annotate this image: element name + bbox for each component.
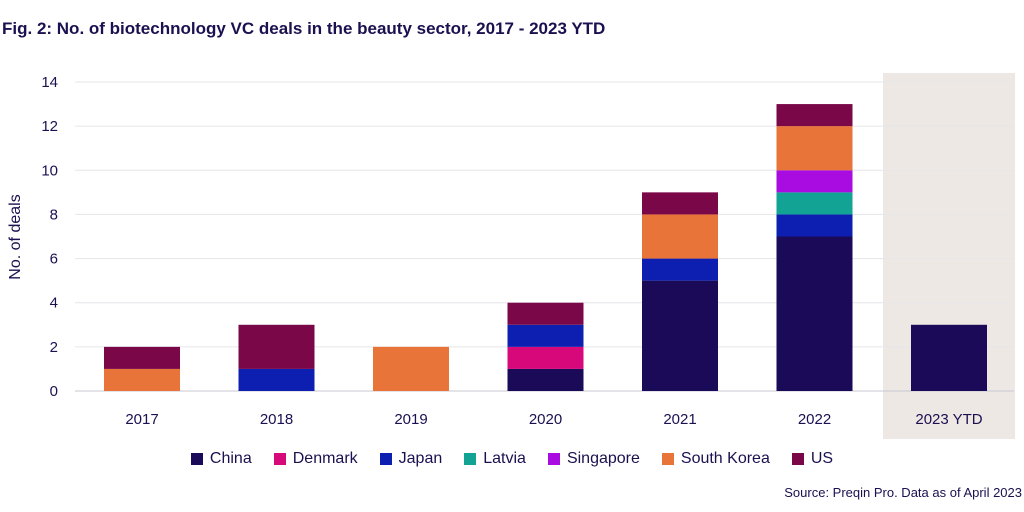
y-tick-label: 2 — [50, 339, 58, 356]
bar-segment-japan — [238, 368, 315, 391]
y-axis-label: No. of deals — [7, 194, 24, 279]
legend-swatch — [791, 453, 804, 465]
x-tick-label: 2022 — [798, 411, 831, 428]
legend-label: Denmark — [292, 450, 358, 467]
x-tick-label: 2021 — [663, 411, 696, 428]
bar-segment-china — [507, 368, 584, 391]
y-tick-label: 0 — [50, 383, 58, 400]
y-tick-label: 14 — [41, 74, 58, 91]
legend-label: Japan — [398, 450, 443, 467]
y-tick-label: 12 — [41, 118, 58, 135]
bar-segment-us — [776, 104, 853, 127]
y-tick-label: 8 — [50, 206, 58, 223]
bar-segment-us — [104, 346, 180, 369]
legend-label: US — [810, 450, 834, 467]
bar-segment-china — [776, 236, 853, 391]
bar-segment-latvia — [776, 192, 853, 215]
bar-segment-japan — [776, 214, 853, 237]
chart-plot: 0 2 4 6 8 10 12 14 2017 2018 2019 2020 2021 2022 2023 … — [7, 73, 1015, 439]
legend: China Denmark Japan Latvia Singapore South Ko… — [0, 450, 1024, 468]
legend-swatch — [190, 453, 203, 465]
legend-swatch — [464, 453, 477, 465]
bar-segment-south-korea — [776, 126, 853, 171]
bar-segment-south-korea — [642, 214, 718, 259]
legend-swatch — [273, 453, 286, 465]
x-tick-label: 2019 — [394, 411, 427, 428]
legend-item: US — [791, 450, 834, 468]
bar-segment-singapore — [776, 170, 853, 193]
y-tick-label: 6 — [50, 251, 58, 268]
chart-title: Fig. 2: No. of biotechnology VC deals in… — [2, 19, 606, 38]
source-note: Source: Preqin Pro. Data as of April 202… — [784, 485, 1022, 500]
x-tick-label: 2020 — [529, 411, 562, 428]
legend-label: Singapore — [566, 450, 640, 467]
bar-segment-japan — [642, 258, 718, 281]
legend-swatch — [547, 453, 560, 465]
legend-item: China — [190, 450, 252, 468]
legend-item: Denmark — [273, 450, 358, 468]
bar-segment-south-korea — [373, 346, 449, 391]
bar-segment-us — [238, 324, 315, 369]
legend-item: Singapore — [547, 450, 640, 468]
legend-swatch — [379, 453, 392, 465]
bar-segment-japan — [507, 324, 584, 347]
legend-label: China — [209, 450, 252, 467]
x-tick-label: 2017 — [125, 411, 158, 428]
bar-segment-china — [911, 324, 987, 391]
bar-segment-china — [642, 280, 718, 391]
bar-segment-us — [507, 302, 584, 325]
legend-item: Japan — [379, 450, 443, 468]
bar-segment-denmark — [507, 346, 584, 369]
legend-label: Latvia — [483, 450, 526, 467]
legend-item: South Korea — [661, 450, 770, 468]
legend-item: Latvia — [464, 450, 526, 468]
y-tick-label: 4 — [50, 295, 58, 312]
bar-segment-south-korea — [104, 368, 180, 391]
y-tick-label: 10 — [41, 162, 58, 179]
legend-label: South Korea — [680, 450, 770, 467]
x-tick-label: 2018 — [260, 411, 293, 428]
x-tick-label: 2023 YTD — [915, 411, 982, 428]
bar-segment-us — [642, 192, 718, 215]
legend-swatch — [661, 453, 674, 465]
